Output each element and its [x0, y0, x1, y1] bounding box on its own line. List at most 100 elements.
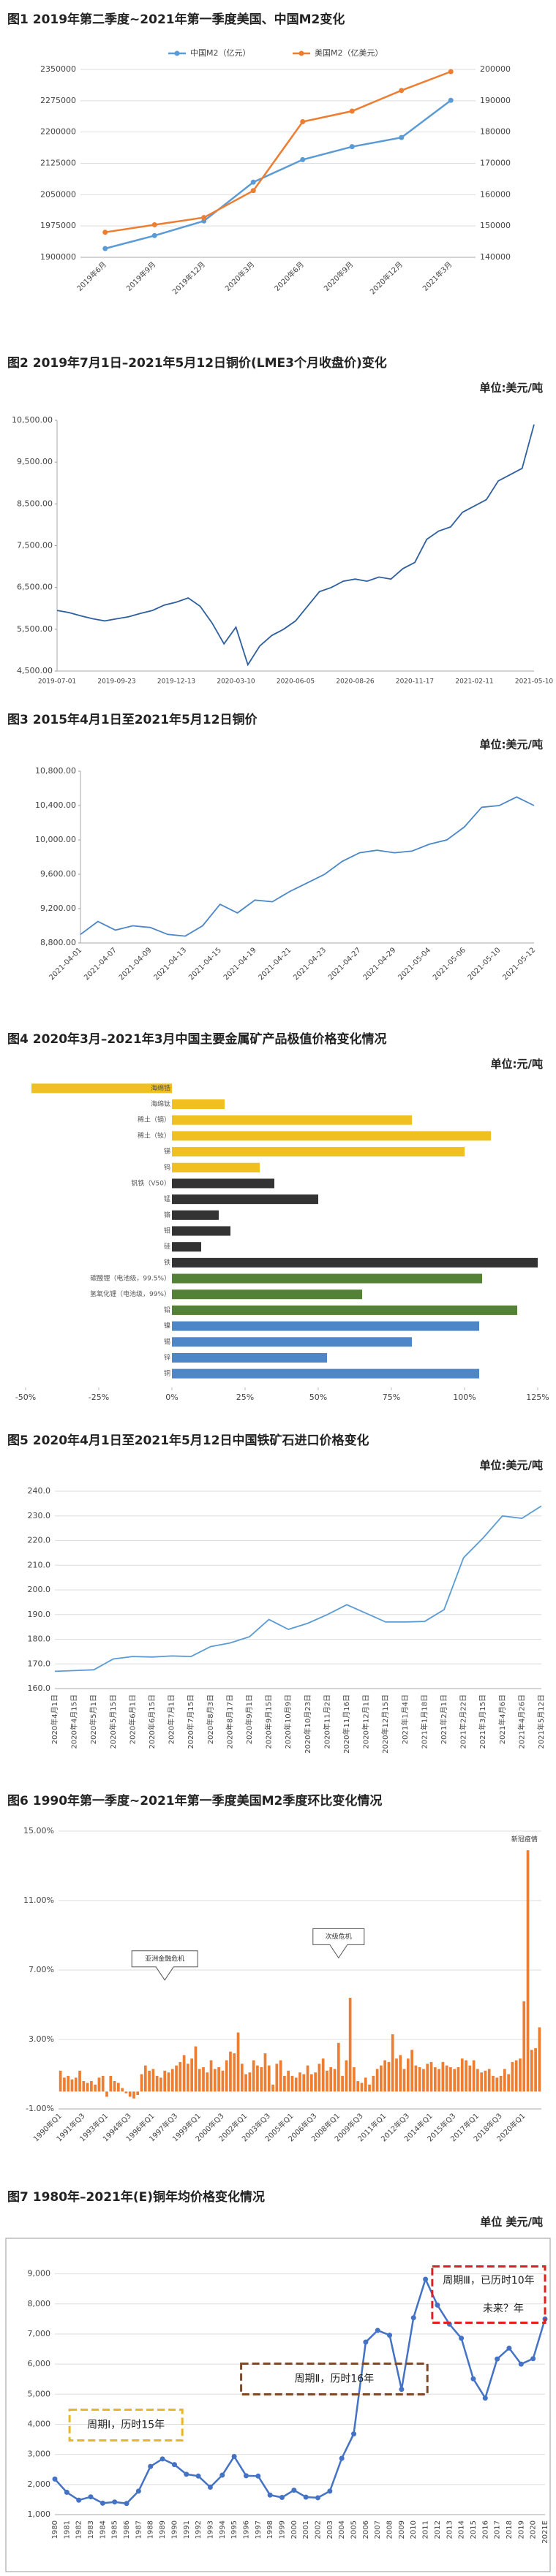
x-tick-label: 2020年5月15日	[108, 1694, 118, 1749]
chart-title: 图3 2015年4月1日至2021年5月12日铜价	[7, 712, 258, 727]
annotation: 周期Ⅱ，历时16年	[295, 2374, 375, 2385]
bar	[387, 2061, 391, 2092]
series-line	[105, 70, 451, 233]
figure-frame	[5, 2238, 551, 2572]
bar	[306, 2065, 309, 2092]
bar	[172, 1226, 230, 1236]
point	[349, 144, 355, 150]
point	[250, 179, 256, 185]
y2-tick-label: 190000	[480, 96, 511, 105]
point	[459, 2336, 465, 2341]
x-tick-label: 2010	[410, 2520, 418, 2539]
callout	[312, 1928, 365, 1959]
cycle-box	[240, 2363, 429, 2395]
point	[151, 232, 157, 238]
y2-tick-label: 140000	[480, 252, 511, 262]
bar	[233, 2053, 236, 2092]
y-tick-label: 190.0	[28, 1610, 51, 1619]
bar	[172, 1115, 412, 1125]
x-tick-label: 2021-04-09	[118, 946, 154, 982]
x-tick-label: 2020年9月15日	[264, 1694, 274, 1749]
point	[315, 2495, 321, 2501]
point	[102, 246, 108, 251]
y2-tick-label: 160000	[480, 189, 511, 199]
bar	[275, 2064, 279, 2092]
bar	[503, 2069, 506, 2092]
bar	[229, 2051, 232, 2092]
point	[351, 2431, 357, 2437]
bar	[113, 2081, 116, 2092]
bar	[476, 2069, 479, 2092]
point	[375, 2327, 380, 2333]
x-tick-label: 2021E	[541, 2520, 549, 2544]
unit-label: 单位:元/吨	[491, 1058, 543, 1071]
x-tick-label: 100%	[453, 1393, 476, 1402]
point	[470, 2376, 476, 2382]
bar	[121, 2088, 124, 2092]
bar	[511, 2061, 514, 2092]
y-tick-label: 6,000	[28, 2359, 51, 2368]
point	[255, 2473, 261, 2479]
x-tick-label: 2017	[494, 2520, 502, 2539]
y-tick-label: 锡	[164, 1338, 170, 1346]
bar	[172, 1147, 465, 1157]
x-tick-label: 1987	[135, 2520, 143, 2539]
x-tick-label: 1996	[242, 2520, 250, 2539]
bar	[279, 2060, 282, 2092]
point	[159, 2456, 165, 2462]
point	[148, 2463, 154, 2469]
x-tick-label: -25%	[89, 1393, 109, 1402]
bar	[59, 2070, 62, 2092]
point	[52, 2476, 58, 2482]
bar	[465, 2060, 467, 2092]
x-tick-label: 2020年8月17日	[225, 1694, 234, 1749]
series-line	[80, 796, 535, 937]
x-tick-label: 75%	[383, 1393, 400, 1402]
x-tick-label: 2019-12-13	[157, 678, 195, 686]
x-tick-label: 2021-04-15	[187, 946, 223, 982]
bar	[179, 2061, 182, 2092]
bar	[101, 2075, 105, 2092]
y-tick-label: 铜	[164, 1369, 170, 1378]
point	[243, 2473, 249, 2479]
point	[435, 2302, 440, 2308]
bar	[519, 2058, 522, 2092]
x-tick-label: 2006	[362, 2520, 370, 2539]
unit-label: 单位:美元/吨	[480, 1459, 543, 1472]
bar	[426, 2064, 429, 2092]
x-tick-label: 2003	[326, 2520, 334, 2539]
y-tick-label: 钼	[164, 1227, 170, 1235]
x-tick-label: 2020-06-05	[277, 678, 315, 686]
y-tick-label: 2,000	[28, 2480, 51, 2489]
y-tick-label: 稀土（镝）	[138, 1115, 170, 1124]
x-tick-label: 2021-05-10	[467, 946, 503, 982]
bar	[402, 2069, 406, 2092]
chart-title: 图2 2019年7月1日–2021年5月12日铜价(LME3个月收盘价)变化	[7, 355, 387, 371]
bar	[209, 2060, 213, 2092]
point	[303, 2494, 309, 2500]
bar	[70, 2079, 74, 2092]
bar	[143, 2065, 147, 2092]
bar	[441, 2061, 445, 2092]
bar	[63, 2077, 66, 2092]
x-tick-label: 2021-05-10	[515, 678, 554, 686]
y2-tick-label: 180000	[480, 127, 511, 137]
y-tick-label: 7.00%	[29, 1965, 54, 1974]
x-tick-label: 2020年10月9日	[283, 1694, 293, 1749]
x-tick-label: 2020年9月	[322, 260, 356, 293]
legend-label: 美国M2（亿美元）	[315, 48, 383, 58]
bar	[356, 2081, 360, 2092]
point	[231, 2454, 237, 2460]
point	[219, 2472, 225, 2478]
y-tick-label: 铅	[164, 1306, 170, 1314]
x-tick-label: 2021-04-19	[222, 946, 258, 982]
y-tick-label: 160.0	[28, 1683, 51, 1693]
y-tick-label: 海绵钛	[151, 1099, 170, 1108]
x-tick-label: 2020-08-26	[336, 678, 375, 686]
y-tick-label: 7,000	[28, 2329, 51, 2338]
annotation: 次级危机	[326, 1932, 352, 1941]
bar	[74, 2077, 78, 2092]
x-tick-label: 1983	[87, 2520, 95, 2539]
bar	[472, 2060, 476, 2092]
